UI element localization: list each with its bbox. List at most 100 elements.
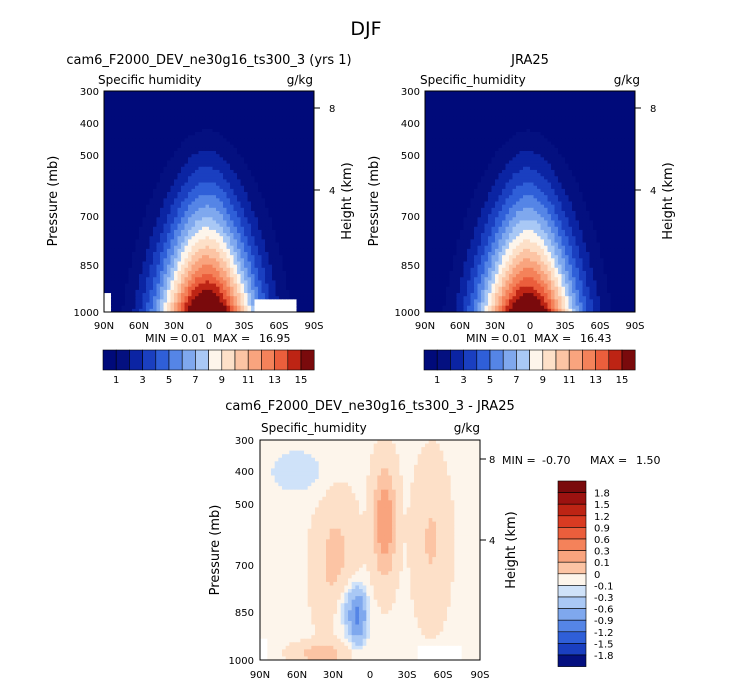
contour-cell (272, 192, 276, 196)
contour-cell (142, 299, 147, 303)
contour-cell (258, 113, 262, 117)
contour-cell (135, 160, 140, 165)
contour-cell (128, 157, 133, 161)
contour-cell (244, 144, 248, 149)
contour-cell (135, 154, 140, 158)
contour-cell (118, 289, 122, 294)
contour-cell (174, 176, 178, 180)
contour-cell (631, 106, 636, 111)
contour-cell (107, 144, 112, 149)
contour-cell (258, 264, 262, 269)
contour-cell (279, 261, 283, 266)
contour-cell (456, 94, 461, 98)
contour-cell (226, 308, 231, 313)
contour-cell (226, 223, 231, 228)
contour-cell (163, 125, 168, 130)
contour-cell (209, 302, 213, 307)
contour-cell (142, 125, 147, 130)
contour-cell (240, 264, 245, 269)
contour-cell (142, 236, 147, 240)
contour-cell (139, 173, 143, 177)
contour-cell (293, 280, 297, 284)
contour-cell (202, 109, 206, 114)
contour-cell (128, 277, 133, 281)
contour-cell (202, 255, 206, 259)
colorbar-swatch (221, 349, 236, 371)
contour-cell (268, 150, 273, 155)
contour-cell (258, 166, 262, 171)
contour-cell (223, 296, 227, 300)
contour-cell (547, 119, 552, 123)
contour-cell (118, 185, 122, 190)
contour-cell (477, 109, 482, 114)
contour-cell (261, 277, 266, 281)
contour-cell (244, 236, 248, 240)
contour-cell (104, 192, 108, 196)
contour-cell (121, 270, 126, 275)
contour-cell (244, 135, 248, 139)
contour-cell (240, 138, 245, 142)
contour-cell (198, 296, 203, 300)
contour-cell (491, 116, 496, 120)
contour-cell (177, 220, 182, 224)
contour-cell (495, 109, 499, 114)
contour-cell (142, 97, 147, 101)
contour-cell (156, 176, 161, 180)
contour-cell (240, 144, 245, 149)
contour-cell (153, 264, 157, 269)
contour-cell (163, 91, 168, 95)
contour-cell (135, 223, 140, 228)
contour-cell (303, 233, 308, 237)
contour-cell (467, 122, 471, 127)
contour-cell (160, 188, 164, 193)
contour-cell (296, 147, 301, 152)
contour-cell (289, 217, 294, 221)
contour-cell (153, 217, 157, 221)
contour-cell (568, 106, 573, 111)
contour-cell (586, 91, 590, 95)
contour-cell (261, 157, 266, 161)
contour-cell (265, 258, 269, 262)
contour-cell (286, 195, 290, 199)
contour-cell (195, 179, 199, 183)
contour-cell (142, 233, 147, 237)
contour-cell (254, 182, 259, 187)
contour-cell (128, 122, 133, 127)
contour-cell (114, 100, 119, 105)
contour-cell (177, 154, 182, 158)
contour-cell (160, 226, 164, 231)
contour-cell (226, 245, 231, 250)
contour-cell (114, 154, 119, 158)
contour-cell (261, 103, 266, 108)
contour-cell (170, 97, 175, 101)
contour-cell (240, 252, 245, 256)
contour-cell (191, 147, 196, 152)
contour-cell (293, 154, 297, 158)
contour-cell (118, 245, 122, 250)
contour-cell (132, 150, 136, 155)
contour-cell (226, 150, 231, 155)
contour-cell (223, 255, 227, 259)
contour-cell (265, 97, 269, 101)
contour-cell (244, 258, 248, 262)
contour-cell (247, 267, 252, 272)
contour-cell (118, 135, 122, 139)
contour-cell (216, 100, 220, 105)
contour-cell (244, 286, 248, 291)
contour-cell (128, 305, 133, 310)
contour-cell (111, 144, 115, 149)
contour-cell (240, 157, 245, 161)
contour-cell (244, 201, 248, 206)
contour-cell (198, 91, 203, 95)
contour-cell (212, 207, 217, 212)
contour-cell (289, 233, 294, 237)
contour-cell (261, 125, 266, 130)
contour-cell (449, 91, 454, 95)
colorbar-swatch (247, 349, 262, 371)
contour-cell (586, 125, 590, 130)
contour-cell (198, 201, 203, 206)
contour-cell (502, 106, 506, 111)
contour-cell (125, 119, 129, 123)
contour-cell (551, 116, 555, 120)
contour-cell (125, 91, 129, 95)
